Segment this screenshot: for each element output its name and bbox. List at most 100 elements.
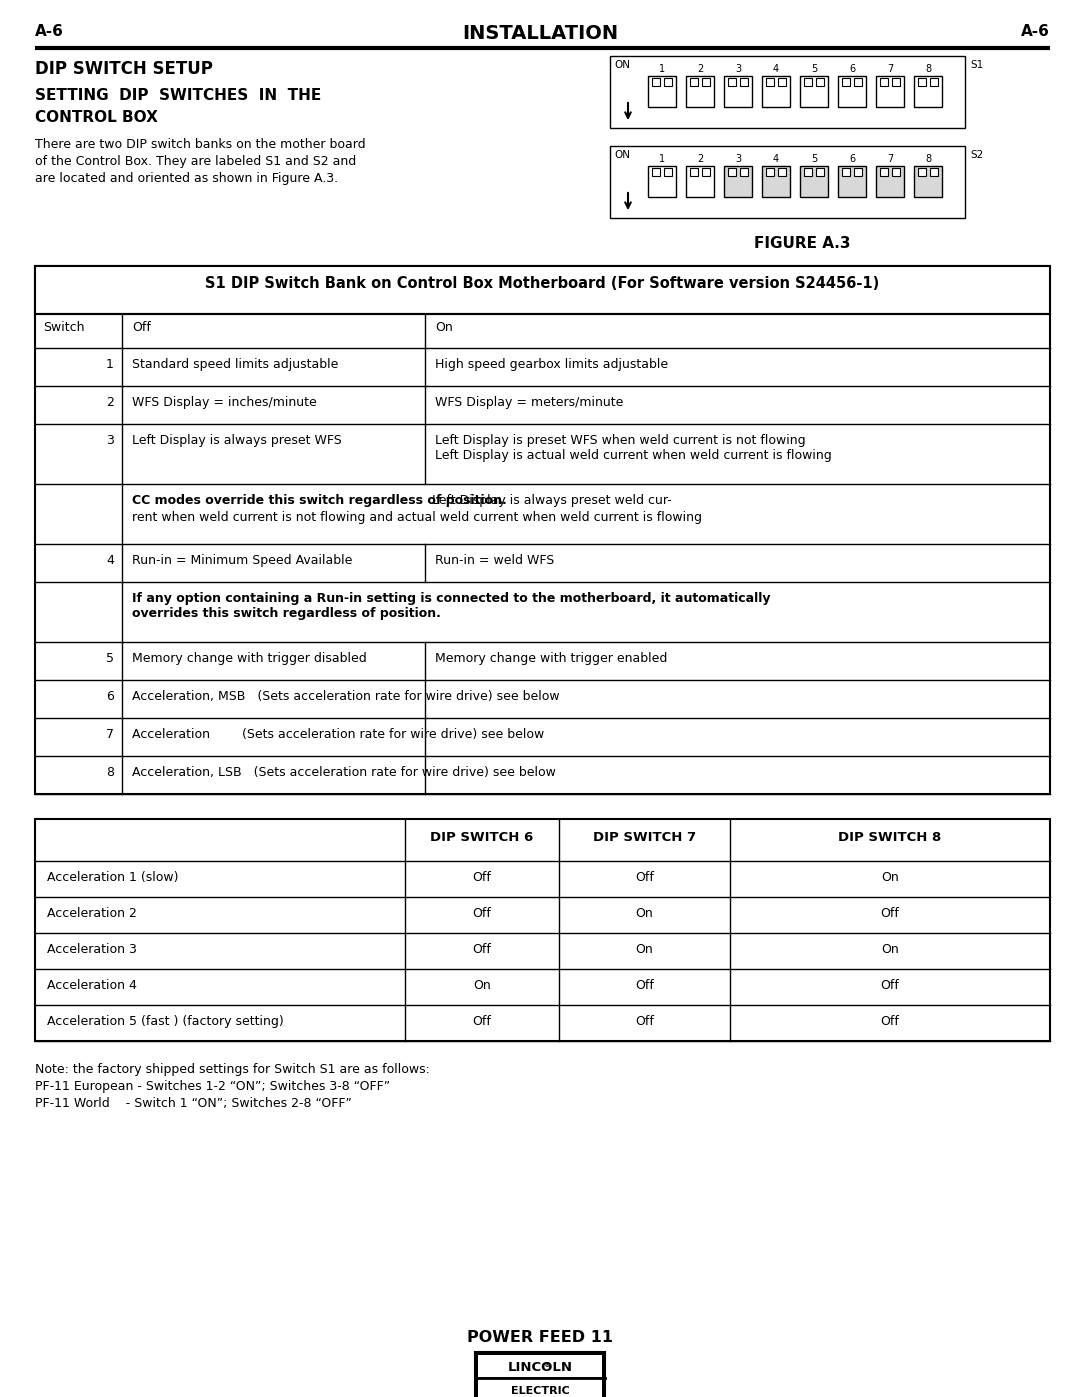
Bar [800, 75, 828, 108]
Text: ON: ON [615, 149, 630, 161]
Text: Off: Off [635, 870, 653, 884]
Text: 2: 2 [106, 395, 114, 409]
Bar [724, 75, 752, 108]
Text: 6: 6 [106, 690, 114, 703]
Text: On: On [881, 870, 899, 884]
Text: On: On [435, 321, 453, 334]
Bar [914, 75, 942, 108]
Bar [686, 166, 714, 197]
Text: Switch: Switch [43, 321, 84, 334]
Text: Note: the factory shipped settings for Switch S1 are as follows:: Note: the factory shipped settings for S… [35, 1063, 430, 1076]
Text: 7: 7 [887, 64, 893, 74]
Text: 8: 8 [924, 64, 931, 74]
Text: Off: Off [880, 907, 900, 921]
Bar [610, 147, 966, 218]
Text: DIP SWITCH 6: DIP SWITCH 6 [430, 831, 534, 844]
Text: 7: 7 [106, 728, 114, 740]
Bar [918, 78, 926, 87]
Bar [728, 168, 735, 176]
Bar [800, 166, 828, 197]
Text: 3: 3 [106, 434, 114, 447]
Text: PF-11 European - Switches 1-2 “ON”; Switches 3-8 “OFF”: PF-11 European - Switches 1-2 “ON”; Swit… [35, 1080, 390, 1092]
Bar [690, 168, 698, 176]
Text: 1: 1 [659, 154, 665, 163]
Bar [724, 166, 752, 197]
Text: SETTING  DIP  SWITCHES  IN  THE: SETTING DIP SWITCHES IN THE [35, 88, 321, 103]
Text: LINCOLN: LINCOLN [508, 1361, 572, 1375]
Text: CONTROL BOX: CONTROL BOX [35, 110, 158, 124]
Bar [918, 168, 926, 176]
Text: 7: 7 [887, 154, 893, 163]
Text: If any option containing a Run-in setting is connected to the motherboard, it au: If any option containing a Run-in settin… [132, 592, 770, 620]
Bar [652, 168, 660, 176]
Text: Acceleration, MSB   (Sets acceleration rate for wire drive) see below: Acceleration, MSB (Sets acceleration rat… [132, 690, 559, 703]
Bar [35, 819, 1050, 1041]
Text: Off: Off [473, 943, 491, 956]
Text: 3: 3 [734, 154, 741, 163]
Bar [478, 1379, 602, 1397]
Text: Memory change with trigger disabled: Memory change with trigger disabled [132, 652, 367, 665]
Text: 8: 8 [106, 766, 114, 780]
Text: ®: ® [544, 1362, 551, 1368]
Text: S2: S2 [970, 149, 983, 161]
Bar [740, 168, 748, 176]
Bar [686, 75, 714, 108]
Text: DIP SWITCH 8: DIP SWITCH 8 [838, 831, 942, 844]
Text: 6: 6 [849, 154, 855, 163]
Bar [35, 265, 1050, 314]
Text: DIP SWITCH SETUP: DIP SWITCH SETUP [35, 60, 213, 78]
Bar [766, 78, 774, 87]
Bar [930, 168, 939, 176]
Bar [610, 56, 966, 129]
Text: 1: 1 [106, 358, 114, 372]
Text: Acceleration 1 (slow): Acceleration 1 (slow) [48, 870, 178, 884]
Text: Left Display is always preset WFS: Left Display is always preset WFS [132, 434, 341, 447]
Text: WFS Display = meters/minute: WFS Display = meters/minute [435, 395, 623, 409]
Text: Off: Off [132, 321, 151, 334]
Text: Acceleration        (Sets acceleration rate for wire drive) see below: Acceleration (Sets acceleration rate for… [132, 728, 544, 740]
Bar [816, 168, 824, 176]
Text: Acceleration 4: Acceleration 4 [48, 979, 137, 992]
Bar [804, 78, 812, 87]
Bar [762, 75, 789, 108]
Text: DIP SWITCH 7: DIP SWITCH 7 [593, 831, 697, 844]
Bar [930, 78, 939, 87]
Bar [804, 168, 812, 176]
Text: 8: 8 [924, 154, 931, 163]
Bar [478, 1355, 602, 1377]
Bar [475, 1352, 605, 1397]
Text: S1 DIP Switch Bank on Control Box Motherboard (For Software version S24456-1): S1 DIP Switch Bank on Control Box Mother… [205, 277, 879, 291]
Text: On: On [636, 907, 653, 921]
Text: A-6: A-6 [1021, 24, 1050, 39]
Bar [766, 168, 774, 176]
Text: POWER FEED 11: POWER FEED 11 [467, 1330, 613, 1345]
Text: S1: S1 [970, 60, 983, 70]
Text: 5: 5 [811, 154, 818, 163]
Text: 1: 1 [659, 64, 665, 74]
Bar [648, 166, 676, 197]
Bar [648, 75, 676, 108]
Bar [778, 168, 786, 176]
Bar [690, 78, 698, 87]
Text: 4: 4 [773, 154, 779, 163]
Text: ON: ON [615, 60, 630, 70]
Text: Off: Off [473, 907, 491, 921]
Text: 2: 2 [697, 154, 703, 163]
Text: On: On [636, 943, 653, 956]
Text: 5: 5 [106, 652, 114, 665]
Text: Left Display is preset WFS when weld current is not flowing
Left Display is actu: Left Display is preset WFS when weld cur… [435, 434, 832, 462]
Text: Off: Off [635, 979, 653, 992]
Text: High speed gearbox limits adjustable: High speed gearbox limits adjustable [435, 358, 669, 372]
Text: 4: 4 [106, 555, 114, 567]
Bar [740, 78, 748, 87]
Bar [816, 78, 824, 87]
Text: Run-in = Minimum Speed Available: Run-in = Minimum Speed Available [132, 555, 352, 567]
Bar [876, 75, 904, 108]
Text: On: On [473, 979, 491, 992]
Bar [762, 166, 789, 197]
Text: Off: Off [473, 870, 491, 884]
Text: CC modes override this switch regardless of position.: CC modes override this switch regardless… [132, 495, 507, 507]
Bar [778, 78, 786, 87]
Text: of the Control Box. They are labeled S1 and S2 and: of the Control Box. They are labeled S1 … [35, 155, 356, 168]
Bar [664, 78, 672, 87]
